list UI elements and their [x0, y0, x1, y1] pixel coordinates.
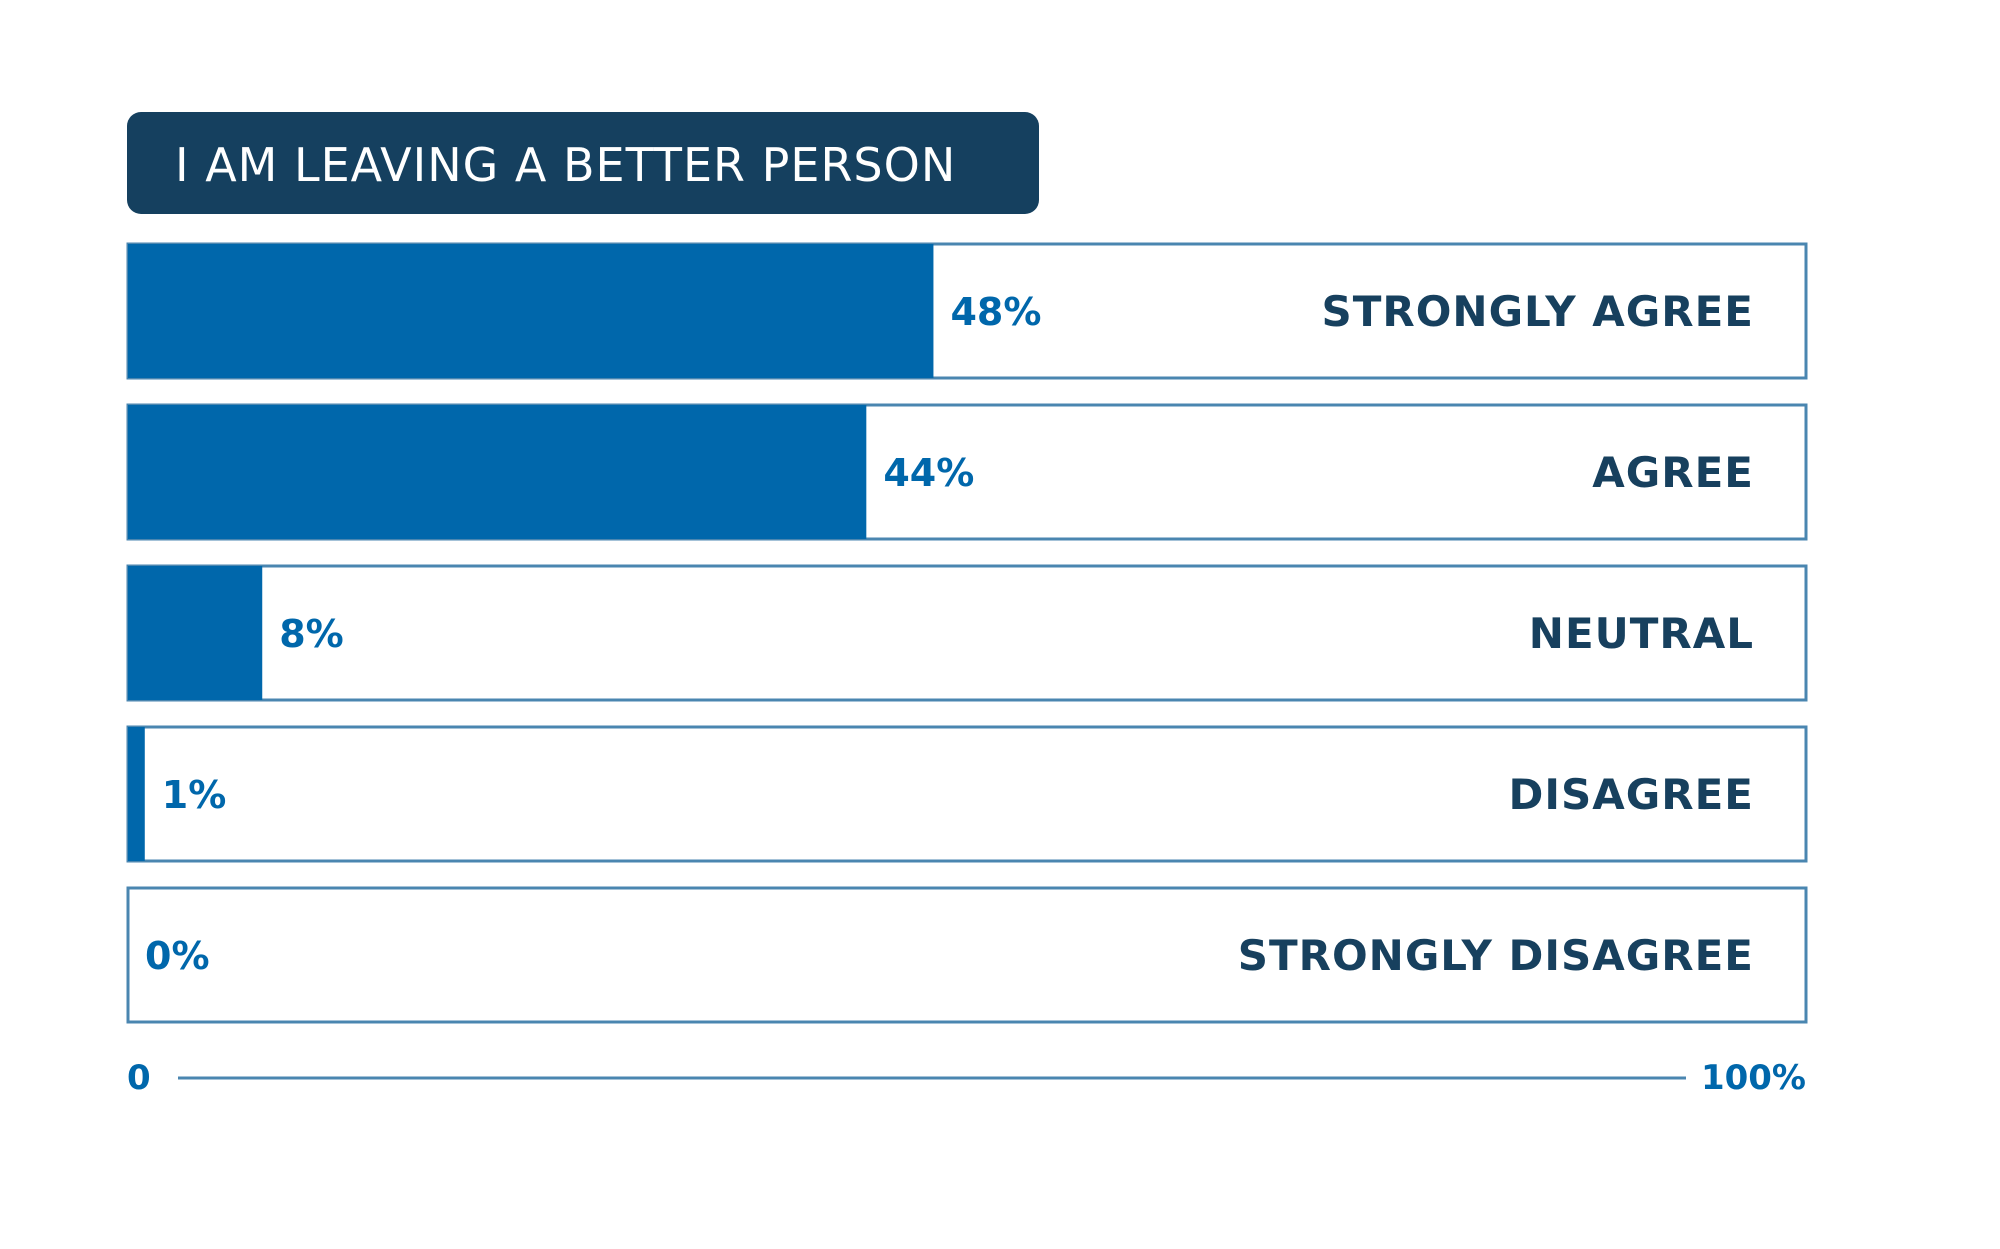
bar-category-label: STRONGLY DISAGREE	[1238, 931, 1754, 980]
bar-row: 48% STRONGLY AGREE	[126, 242, 1808, 380]
bar	[128, 727, 145, 861]
bar-value-label: 1%	[162, 773, 227, 817]
chart-title-background	[127, 112, 1039, 214]
bar-category-label: AGREE	[1592, 448, 1754, 497]
bar-group: 48% STRONGLY AGREE 44% AGREE 8% NEUTRAL 1% DISA…	[126, 242, 1808, 1024]
bar	[128, 405, 867, 539]
bar-row: 8% NEUTRAL	[126, 564, 1808, 702]
bar	[128, 566, 263, 700]
bar-value-label: 0%	[145, 934, 210, 978]
bar-category-label: DISAGREE	[1509, 770, 1754, 819]
bar-row: 44% AGREE	[126, 403, 1808, 541]
bar-value-label: 44%	[883, 451, 974, 495]
bar-row: 1% DISAGREE	[126, 725, 1808, 863]
bar-category-label: STRONGLY AGREE	[1321, 287, 1754, 336]
axis-max-label: 100%	[1701, 1058, 1806, 1098]
chart-title: I AM LEAVING A BETTER PERSON	[175, 138, 956, 192]
x-axis: 0 100%	[127, 1058, 1806, 1098]
bar-category-label: NEUTRAL	[1529, 609, 1754, 658]
axis-min-label: 0	[127, 1058, 151, 1098]
chart-title-box: I AM LEAVING A BETTER PERSON	[127, 112, 1039, 214]
bar-value-label: 8%	[279, 612, 344, 656]
bar-track	[126, 725, 1808, 863]
bar	[128, 244, 934, 378]
bar-track	[126, 886, 1808, 1024]
bar-value-label: 48%	[950, 290, 1041, 334]
bar-row: 0% STRONGLY DISAGREE	[126, 886, 1808, 1024]
